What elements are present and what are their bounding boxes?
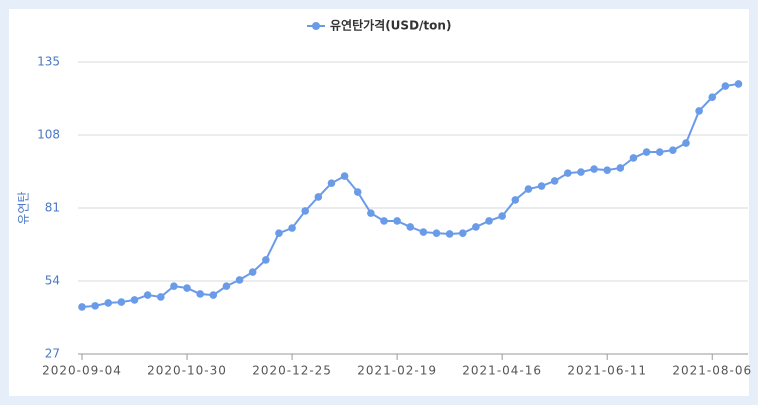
point <box>590 165 598 173</box>
y-tick-label: 27 <box>45 347 60 361</box>
point <box>419 228 428 236</box>
point <box>222 282 231 290</box>
y-tick-label: 81 <box>45 201 60 215</box>
legend: 유연탄가격(USD/ton) <box>307 18 451 33</box>
point <box>472 223 480 231</box>
point <box>209 291 218 299</box>
point <box>104 299 113 307</box>
y-tick-label: 54 <box>45 274 60 288</box>
x-tick-label: 2021-08-06 <box>672 364 752 378</box>
point <box>669 146 677 154</box>
point <box>537 182 546 190</box>
x-tick-label: 2021-04-16 <box>462 364 542 378</box>
point <box>117 298 126 306</box>
point <box>708 93 717 101</box>
point <box>393 217 401 225</box>
point <box>734 80 743 88</box>
y-tick-label: 135 <box>37 55 60 69</box>
point <box>432 229 441 237</box>
point <box>616 164 625 172</box>
point <box>721 82 730 90</box>
point <box>511 196 520 204</box>
x-tick-label: 2021-02-19 <box>357 364 437 378</box>
point <box>130 296 139 304</box>
x-tick-label: 2020-09-04 <box>42 364 122 378</box>
point <box>288 224 296 232</box>
point <box>642 148 651 156</box>
x-tick-label: 2020-12-25 <box>252 364 332 378</box>
point <box>498 212 506 220</box>
point <box>143 291 152 299</box>
x-tick-label: 2020-10-30 <box>147 364 227 378</box>
point <box>301 207 310 215</box>
point <box>340 172 349 180</box>
point <box>196 290 204 298</box>
point <box>458 229 467 237</box>
point <box>550 177 559 185</box>
y-axis-label: 유연탄 <box>17 191 31 224</box>
point <box>183 284 191 292</box>
y-tick-label: 108 <box>37 128 60 142</box>
point <box>275 229 283 237</box>
point <box>682 139 690 147</box>
legend-marker <box>312 22 320 30</box>
point <box>314 193 323 201</box>
point <box>353 188 362 196</box>
chart-panel <box>9 9 749 396</box>
point <box>603 166 611 174</box>
point <box>695 107 703 115</box>
point <box>406 223 415 231</box>
point <box>78 303 86 311</box>
point <box>629 154 638 162</box>
point <box>327 179 336 187</box>
x-tick-label: 2021-06-11 <box>567 364 647 378</box>
point <box>156 293 165 301</box>
point <box>577 168 585 176</box>
point <box>564 169 572 177</box>
point <box>655 148 664 156</box>
point <box>367 209 375 217</box>
point <box>235 276 244 284</box>
point <box>91 302 99 310</box>
legend-label: 유연탄가격(USD/ton) <box>330 18 451 33</box>
point <box>262 256 270 264</box>
point <box>380 217 388 225</box>
point <box>445 230 454 238</box>
point <box>524 185 533 193</box>
point <box>248 268 257 276</box>
point <box>485 217 493 225</box>
point <box>170 282 178 290</box>
